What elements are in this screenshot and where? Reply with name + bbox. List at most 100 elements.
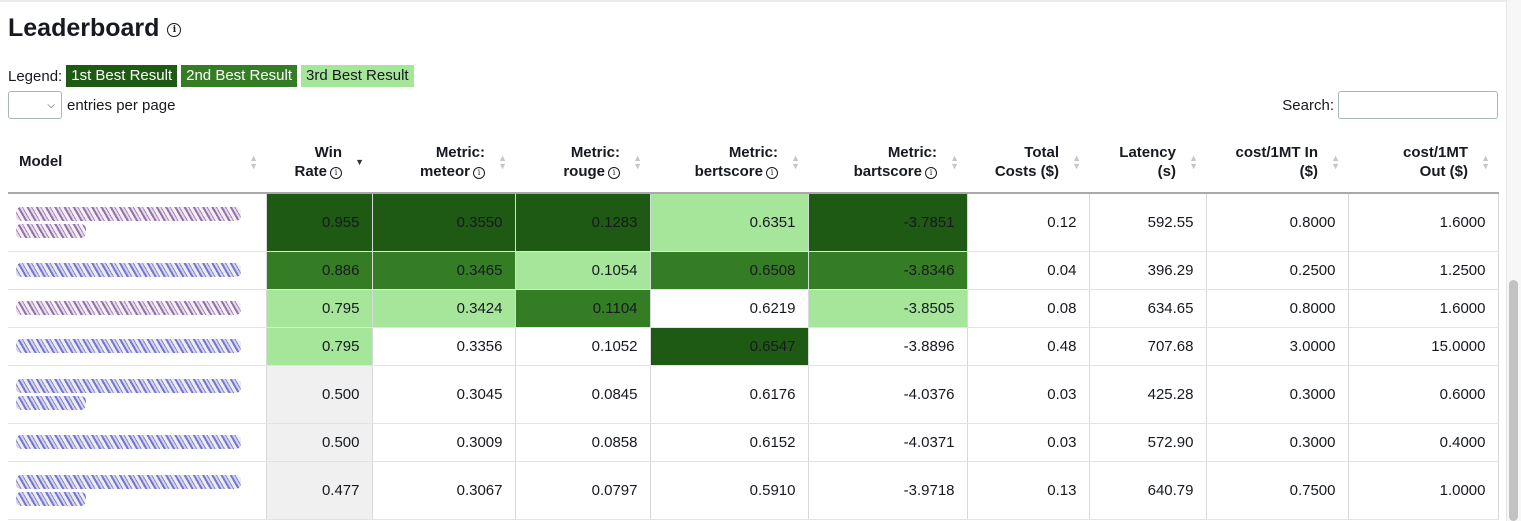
search-input[interactable] — [1338, 91, 1498, 119]
column-header-total_costs[interactable]: Total Costs ($) ▲ ▼ — [967, 131, 1089, 194]
sort-ascending-icon: ▲ — [1331, 152, 1340, 163]
table-cell-rouge: 0.1104 — [515, 289, 651, 328]
column-header-meteor[interactable]: Metric: meteor i ▲ ▼ — [372, 131, 515, 194]
column-header-label: Metric: — [435, 143, 485, 161]
column-header-label: Metric: — [728, 143, 778, 161]
table-cell-total_costs: 0.13 — [967, 461, 1090, 520]
table-cell-cost_in: 0.8000 — [1206, 193, 1349, 252]
column-header-bertscore[interactable]: Metric: bertscore i ▲ ▼ — [650, 131, 808, 194]
sort-descending-icon: ▼ — [355, 156, 364, 167]
column-header-label: Metric: — [887, 143, 937, 161]
column-header-bartscore[interactable]: Metric: bartscore i ▲ ▼ — [808, 131, 967, 194]
info-circle-icon[interactable]: i — [330, 166, 342, 179]
sort-ascending-icon: ▲ — [1481, 152, 1490, 163]
sort-icon[interactable]: ▲▼ — [249, 153, 258, 170]
info-circle-icon[interactable]: i — [925, 166, 937, 179]
column-header-label: bartscore — [853, 162, 922, 180]
entries-per-page-select[interactable]: ⌵ — [8, 91, 62, 119]
table-header-row: Model▲▼WinRatei▲▼Metric:meteori▲▼Metric:… — [8, 131, 1498, 194]
table-cell-win_rate: 0.477 — [266, 461, 373, 520]
table-cell-bertscore: 0.6547 — [650, 327, 809, 366]
sort-icon[interactable]: ▲▼ — [633, 153, 642, 171]
table-cell-cost_out: 1.6000 — [1348, 289, 1499, 328]
sort-icon[interactable]: ▲▼ — [498, 153, 507, 170]
sort-icon[interactable]: ▲▼ — [950, 152, 959, 170]
column-header-label: Latency — [1119, 143, 1176, 161]
sort-descending-icon: ▼ — [1072, 160, 1081, 171]
redacted-text — [16, 395, 86, 410]
table-cell-meteor: 0.3045 — [372, 365, 516, 424]
table-row: 0.795 0.3424 0.1104 0.6219 -3.8505 0.08 634.65… — [8, 289, 1499, 328]
sort-ascending-icon: ▲ — [950, 152, 959, 163]
table-cell-cost_out: 0.6000 — [1348, 365, 1499, 424]
column-header-cost_out[interactable]: cost/1MT Out ($) ▲ ▼ — [1348, 131, 1498, 194]
redacted-text — [16, 301, 241, 315]
table-cell-total_costs: 0.08 — [967, 289, 1090, 328]
search-label: Search: — [1282, 96, 1334, 114]
sort-icon[interactable]: ▲▼ — [1072, 153, 1081, 171]
table-cell-cost_in: 0.8000 — [1206, 289, 1349, 328]
table-cell-rouge: 0.0858 — [515, 423, 651, 462]
redacted-text — [16, 435, 241, 449]
info-circle-icon[interactable]: i — [473, 166, 485, 179]
table-cell-total_costs: 0.03 — [967, 423, 1090, 462]
table-cell-cost_out: 1.6000 — [1348, 193, 1499, 252]
column-header-rouge[interactable]: Metric: rouge i ▲ ▼ — [515, 131, 650, 194]
sort-descending-icon: ▼ — [633, 160, 642, 171]
model-name-redacted — [8, 193, 267, 252]
sort-icon[interactable]: ▲▼ — [791, 153, 800, 171]
model-name-redacted — [8, 327, 267, 366]
sort-icon[interactable]: ▲▼ — [355, 156, 364, 167]
sort-icon[interactable]: ▲▼ — [1481, 152, 1490, 170]
table-cell-cost_out: 15.0000 — [1348, 327, 1499, 366]
table-cell-latency: 634.65 — [1089, 289, 1207, 328]
column-header-label: rouge — [563, 162, 605, 180]
table-cell-rouge: 0.0797 — [515, 461, 651, 520]
table-cell-rouge: 0.0845 — [515, 365, 651, 424]
column-header-latency[interactable]: Latency (s) ▲ ▼ — [1089, 131, 1206, 194]
table-cell-total_costs: 0.12 — [967, 193, 1090, 252]
model-name-redacted — [8, 461, 267, 520]
info-circle-icon[interactable]: i — [766, 166, 778, 179]
table-cell-latency: 592.55 — [1089, 193, 1207, 252]
table-row: 0.477 0.3067 0.0797 0.5910 -3.9718 0.13 640.79… — [8, 461, 1499, 520]
sort-icon[interactable]: ▲▼ — [1189, 153, 1198, 170]
table-cell-total_costs: 0.04 — [967, 251, 1090, 290]
table-cell-win_rate: 0.500 — [266, 423, 373, 462]
leaderboard-table: Model▲▼WinRatei▲▼Metric:meteori▲▼Metric:… — [8, 131, 1499, 520]
info-circle-icon[interactable]: i — [167, 23, 182, 37]
table-cell-latency: 572.90 — [1089, 423, 1207, 462]
column-header-cost_in[interactable]: cost/1MT In ($) ▲ ▼ — [1206, 131, 1348, 194]
table-row: 0.500 0.3009 0.0858 0.6152 -4.0371 0.03 572.90… — [8, 423, 1499, 462]
redacted-text — [16, 206, 241, 221]
table-cell-meteor: 0.3356 — [372, 327, 516, 366]
table-cell-win_rate: 0.886 — [266, 251, 373, 290]
chevron-down-icon: ⌵ — [47, 99, 55, 111]
table-row: 0.500 0.3045 0.0845 0.6176 -4.0376 0.03 425.28… — [8, 365, 1499, 424]
legend: Legend: 1st Best Result 2nd Best Result … — [8, 65, 414, 87]
sort-descending-icon: ▼ — [791, 160, 800, 171]
table-cell-bertscore: 0.5910 — [650, 461, 809, 520]
search-control: Search: — [1282, 91, 1498, 119]
column-header-label: cost/1MT — [1402, 143, 1468, 161]
column-header-label: Metric: — [570, 143, 620, 161]
table-cell-meteor: 0.3465 — [372, 251, 516, 290]
table-cell-cost_in: 0.3000 — [1206, 365, 1349, 424]
redacted-text — [16, 474, 241, 489]
table-cell-latency: 707.68 — [1089, 327, 1207, 366]
table-cell-cost_in: 0.3000 — [1206, 423, 1349, 462]
scrollbar-thumb[interactable] — [1509, 280, 1518, 521]
table-cell-bertscore: 0.6219 — [650, 289, 809, 328]
legend-first-best: 1st Best Result — [66, 65, 178, 87]
column-header-label: cost/1MT In — [1235, 143, 1318, 161]
table-cell-cost_in: 0.2500 — [1206, 251, 1349, 290]
table-cell-cost_out: 1.0000 — [1348, 461, 1499, 520]
model-name-redacted — [8, 423, 267, 462]
redacted-text — [16, 491, 86, 506]
column-header-model[interactable]: Model ▲ ▼ — [8, 131, 266, 194]
redacted-text — [16, 339, 241, 353]
table-row: 0.795 0.3356 0.1052 0.6547 -3.8896 0.48 707.68… — [8, 327, 1499, 366]
sort-icon[interactable]: ▲▼ — [1331, 152, 1340, 170]
info-circle-icon[interactable]: i — [608, 166, 620, 179]
